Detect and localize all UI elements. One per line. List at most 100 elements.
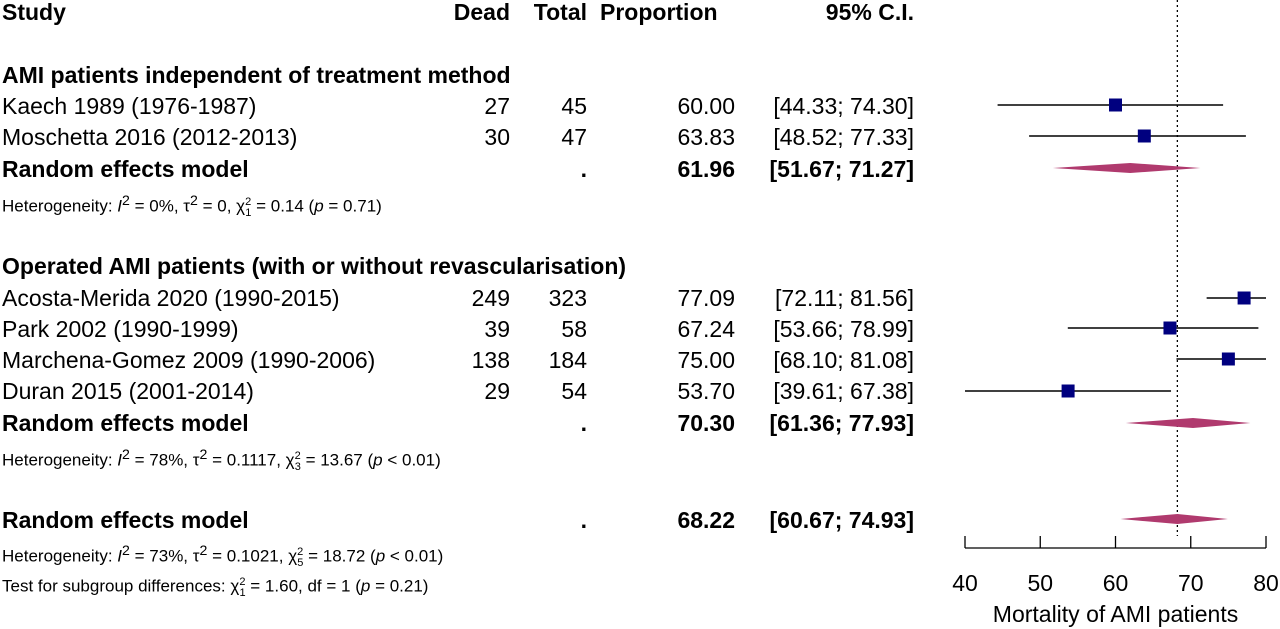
group-title: AMI patients independent of treatment me… <box>2 62 511 88</box>
x-tick-label: 80 <box>1253 570 1279 596</box>
group-title: Operated AMI patients (with or without r… <box>2 253 627 279</box>
p-value: < 0.01) <box>382 450 441 470</box>
heterogeneity-text: Heterogeneity: I2 = 73%, τ2 = 0.1021, χ2… <box>2 543 444 570</box>
chi-value: = 1.60, df = 1 ( <box>245 576 361 596</box>
study-total: 54 <box>561 378 587 404</box>
chi-df: 1 <box>239 587 246 600</box>
x-tick-label: 60 <box>1103 570 1129 596</box>
header-proportion: Proportion <box>600 0 718 25</box>
model-proportion: 68.22 <box>677 507 735 533</box>
p-symbol: p <box>360 576 371 596</box>
model-ci: [60.67; 74.93] <box>769 507 914 533</box>
study-total: 184 <box>548 347 587 373</box>
i2-value: = 78%, <box>129 450 193 470</box>
i2-value: = 73%, <box>129 546 193 566</box>
study-ci: [44.33; 74.30] <box>773 93 914 119</box>
p-value: = 0.21) <box>370 576 429 596</box>
study-proportion: 53.70 <box>677 378 735 404</box>
subgroup-test-text: Test for subgroup differences: χ21 = 1.6… <box>2 576 429 600</box>
study-total: 323 <box>548 285 587 311</box>
i2-symbol: I <box>117 196 123 216</box>
study-total: 47 <box>561 124 587 150</box>
study-total: 45 <box>561 93 587 119</box>
study-dead: 39 <box>484 316 510 342</box>
i2-symbol: I <box>117 450 123 470</box>
study-proportion: 75.00 <box>677 347 735 373</box>
study-point-marker <box>1237 291 1251 305</box>
tau-symbol: τ <box>183 196 191 216</box>
model-diamond <box>1125 418 1251 428</box>
study-name: Acosta-Merida 2020 (1990-2015) <box>2 285 340 311</box>
chi-symbol: χ <box>285 450 295 470</box>
i2-value: = 0%, <box>129 196 184 216</box>
study-name: Moschetta 2016 (2012-2013) <box>2 124 298 150</box>
chi-value: = 18.72 ( <box>303 546 376 566</box>
model-label: Random effects model <box>2 410 249 436</box>
study-proportion: 63.83 <box>677 124 735 150</box>
p-symbol: p <box>373 450 383 470</box>
header-dead: Dead <box>453 0 510 25</box>
x-tick-label: 40 <box>952 570 978 596</box>
tau-value: = 0.1021, <box>207 546 289 566</box>
study-dead: 29 <box>484 378 510 404</box>
study-dead: 249 <box>471 285 510 311</box>
chi-symbol: χ <box>230 576 240 596</box>
i2-symbol: I <box>117 546 123 566</box>
header-study: Study <box>2 0 66 25</box>
study-proportion: 60.00 <box>677 93 735 119</box>
het-prefix: Heterogeneity: <box>2 196 118 216</box>
x-tick-label: 50 <box>1027 570 1053 596</box>
p-symbol: p <box>375 546 386 566</box>
study-ci: [53.66; 78.99] <box>773 316 914 342</box>
model-diamond <box>1052 163 1201 173</box>
chi-df: 3 <box>294 461 301 474</box>
study-dead: 30 <box>484 124 510 150</box>
x-axis-label: Mortality of AMI patients <box>993 601 1238 627</box>
het-prefix: Heterogeneity: <box>2 450 118 470</box>
study-proportion: 67.24 <box>677 316 735 342</box>
study-name: Duran 2015 (2001-2014) <box>2 378 254 404</box>
header-total: Total <box>533 0 587 25</box>
tau-symbol: τ <box>192 450 200 470</box>
p-value: < 0.01) <box>385 546 444 566</box>
study-point-marker <box>1061 384 1075 398</box>
het-prefix: Heterogeneity: <box>2 546 118 566</box>
model-ci: [51.67; 71.27] <box>769 156 914 182</box>
chi-symbol: χ <box>288 546 298 566</box>
model-proportion: 61.96 <box>677 156 735 182</box>
study-ci: [39.61; 67.38] <box>773 378 914 404</box>
model-dot: . <box>580 410 587 436</box>
model-dot: . <box>580 156 587 182</box>
study-total: 58 <box>561 316 587 342</box>
study-proportion: 77.09 <box>677 285 735 311</box>
model-dot: . <box>580 507 587 533</box>
study-name: Marchena-Gomez 2009 (1990-2006) <box>2 347 376 373</box>
test-prefix: Test for subgroup differences: <box>2 576 231 596</box>
tau-symbol: τ <box>192 546 200 566</box>
chi-value: = 0.14 ( <box>251 196 315 216</box>
p-value: = 0.71) <box>323 196 382 216</box>
chi-value: = 13.67 ( <box>300 450 374 470</box>
heterogeneity-text: Heterogeneity: I2 = 78%, τ2 = 0.1117, χ2… <box>2 447 441 474</box>
tau-value: = 0, <box>197 196 237 216</box>
model-proportion: 70.30 <box>677 410 735 436</box>
model-ci: [61.36; 77.93] <box>769 410 914 436</box>
header-ci: 95% C.I. <box>825 0 914 25</box>
model-label: Random effects model <box>2 507 249 533</box>
study-point-marker <box>1137 129 1151 143</box>
x-tick-label: 70 <box>1178 570 1204 596</box>
overall-diamond <box>1120 514 1228 524</box>
study-ci: [48.52; 77.33] <box>773 124 914 150</box>
chi-df: 5 <box>297 557 304 570</box>
p-symbol: p <box>314 196 324 216</box>
study-dead: 27 <box>484 93 510 119</box>
heterogeneity-text: Heterogeneity: I2 = 0%, τ2 = 0, χ21 = 0.… <box>2 193 382 220</box>
study-point-marker <box>1221 352 1235 366</box>
study-dead: 138 <box>471 347 510 373</box>
study-ci: [68.10; 81.08] <box>773 347 914 373</box>
study-name: Park 2002 (1990-1999) <box>2 316 239 342</box>
chi-symbol: χ <box>236 196 246 216</box>
model-label: Random effects model <box>2 156 249 182</box>
study-name: Kaech 1989 (1976-1987) <box>2 93 257 119</box>
